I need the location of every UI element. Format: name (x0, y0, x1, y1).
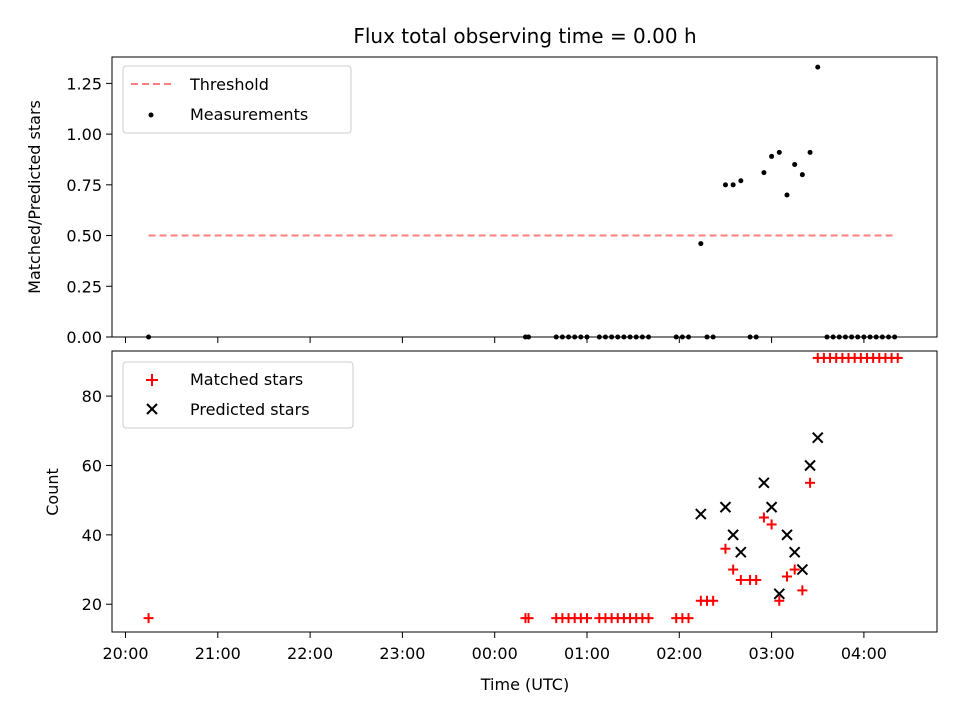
matched-star-point (643, 613, 654, 624)
measurements-legend-swatch (148, 112, 154, 118)
measurement-point (792, 162, 798, 168)
predicted-star-point (758, 477, 770, 489)
measurement-point (815, 64, 821, 70)
x-tick-label: 23:00 (379, 644, 425, 663)
chart-title: Flux total observing time = 0.00 h (353, 24, 696, 48)
matched-star-point (797, 585, 808, 596)
measurement-point (698, 241, 704, 247)
matched-star-point (708, 595, 719, 606)
x-tick-label: 02:00 (656, 644, 702, 663)
x-tick-label: 21:00 (195, 644, 241, 663)
matched-legend-label: Matched stars (190, 370, 303, 389)
measurement-point (761, 170, 767, 176)
predicted-star-point (788, 546, 801, 558)
matched-star-point (143, 613, 154, 624)
predicted-star-point (773, 588, 785, 600)
threshold-legend-label: Threshold (189, 75, 269, 94)
measurement-point (799, 172, 805, 178)
measurement-point (769, 153, 775, 159)
predicted-star-point (727, 529, 739, 541)
y-tick-label: 0.50 (66, 227, 102, 246)
count-panel: 20 40 60 80 20:00 21:00 22:00 23:00 00:00 01:00 0… (43, 350, 938, 694)
y-tick-label: 0.00 (66, 328, 102, 347)
matched-star-point (720, 543, 731, 554)
matched-star-point (758, 512, 769, 523)
matched-star-point (805, 477, 816, 488)
ratio-y-ticks: 0.00 0.25 0.50 0.75 1.00 1.25 (66, 74, 112, 347)
x-tick-label: 20:00 (102, 644, 148, 663)
count-axes-frame (111, 350, 938, 633)
matched-star-point (683, 613, 694, 624)
y-tick-label: 80 (82, 387, 102, 406)
ratio-y-axis-label: Matched/Predicted stars (25, 100, 44, 294)
y-tick-label: 1.00 (66, 125, 102, 144)
matched-star-point (892, 352, 903, 363)
matched-star-point (781, 571, 792, 582)
ratio-panel: 0.00 0.25 0.50 0.75 1.00 1.25 Matched/Predict… (25, 56, 938, 347)
x-tick-label: 03:00 (749, 644, 795, 663)
predicted-legend-label: Predicted stars (190, 400, 310, 419)
count-y-ticks: 20 40 60 80 (82, 387, 112, 614)
measurement-point (776, 149, 782, 155)
y-tick-label: 0.75 (66, 176, 102, 195)
matched-stars-points (143, 352, 903, 624)
matched-star-point (735, 574, 746, 585)
matched-legend-swatch (146, 374, 158, 386)
predicted-stars-points (695, 432, 824, 600)
matched-star-point (774, 595, 785, 606)
measurement-point (807, 149, 813, 155)
matched-star-point (766, 519, 777, 530)
measurement-point (730, 182, 736, 188)
predicted-star-point (781, 529, 793, 541)
x-tick-label: 00:00 (472, 644, 518, 663)
ratio-legend: Threshold Measurements (122, 65, 352, 134)
matched-star-point (728, 564, 739, 575)
y-tick-label: 1.25 (66, 74, 102, 93)
predicted-legend-swatch (146, 403, 158, 415)
y-tick-label: 60 (82, 456, 102, 475)
predicted-star-point (735, 546, 747, 558)
count-y-axis-label: Count (43, 468, 62, 516)
predicted-star-point (812, 432, 824, 444)
count-legend: Matched stars Predicted stars (122, 361, 354, 429)
predicted-star-point (719, 501, 732, 513)
matched-star-point (751, 574, 762, 585)
predicted-star-point (695, 508, 707, 520)
matched-star-point (523, 613, 534, 624)
x-tick-label: 04:00 (841, 644, 887, 663)
count-x-ticks: 20:00 21:00 22:00 23:00 00:00 01:00 02:00 03:00… (102, 632, 887, 663)
measurement-point (784, 192, 790, 198)
predicted-star-point (804, 459, 816, 472)
predicted-star-point (796, 563, 809, 576)
x-tick-label: 01:00 (564, 644, 610, 663)
x-axis-label: Time (UTC) (480, 675, 569, 694)
measurement-point (722, 182, 728, 188)
ratio-x-ticks (125, 337, 865, 343)
predicted-star-point (765, 501, 778, 513)
y-tick-label: 40 (82, 526, 102, 545)
matched-star-point (582, 613, 592, 624)
measurement-point (738, 178, 744, 184)
x-tick-label: 22:00 (287, 644, 333, 663)
y-tick-label: 20 (82, 595, 102, 614)
ratio-axes-frame (111, 56, 938, 338)
y-tick-label: 0.25 (66, 277, 102, 296)
measurements-legend-label: Measurements (190, 105, 308, 124)
matched-star-point (789, 564, 800, 575)
